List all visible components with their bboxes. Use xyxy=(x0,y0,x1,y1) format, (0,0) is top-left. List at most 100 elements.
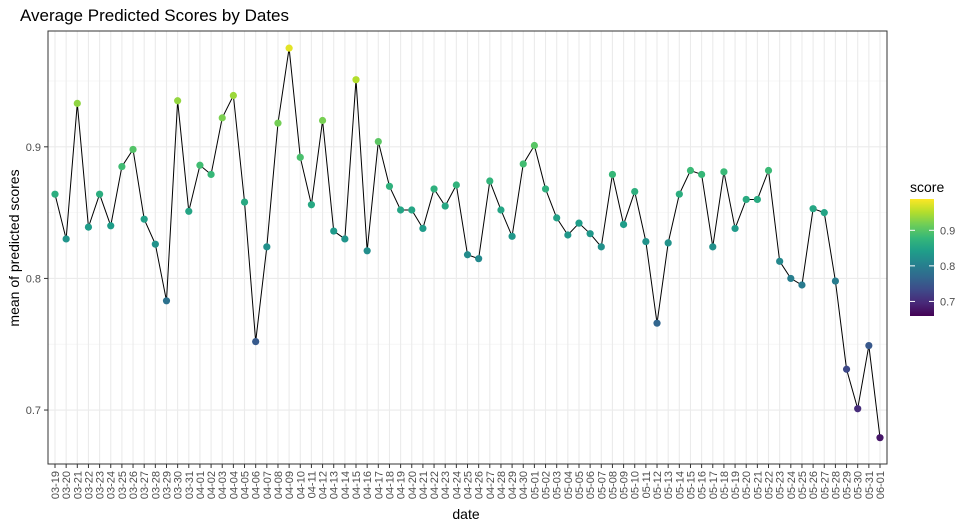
data-point xyxy=(631,187,639,196)
x-tick-label: 05-23 xyxy=(775,471,787,499)
x-tick-label: 04-28 xyxy=(496,471,508,499)
data-point xyxy=(653,319,661,327)
chart-title: Average Predicted Scores by Dates xyxy=(20,6,289,25)
x-tick-label: 04-24 xyxy=(451,471,463,499)
x-tick-label: 04-18 xyxy=(384,471,396,499)
x-tick-label: 05-19 xyxy=(730,471,742,499)
x-tick-label: 03-28 xyxy=(150,471,162,499)
data-point xyxy=(731,224,739,233)
x-tick-label: 06-01 xyxy=(875,471,887,499)
legend-colorbar xyxy=(910,199,934,316)
x-tick-label: 05-25 xyxy=(797,471,809,499)
legend-tick-label: 0.8 xyxy=(940,261,955,273)
data-point xyxy=(419,224,427,233)
data-point xyxy=(341,235,349,243)
data-point xyxy=(486,177,494,185)
data-point xyxy=(162,297,171,305)
x-tick-label: 05-27 xyxy=(819,471,831,499)
data-point xyxy=(452,181,460,189)
data-point xyxy=(207,170,215,179)
x-tick-label: 04-07 xyxy=(262,471,274,499)
data-point xyxy=(541,185,550,193)
x-tick-label: 05-02 xyxy=(541,471,553,499)
x-axis: 03-19 03-20 03-21 03-22 03-23 03-24 03-25 03-26… xyxy=(50,464,887,499)
data-point xyxy=(240,198,249,206)
x-tick-label: 04-13 xyxy=(329,471,341,499)
data-point xyxy=(586,230,594,238)
x-tick-label: 05-01 xyxy=(529,471,541,499)
x-tick-label: 05-20 xyxy=(741,471,753,499)
data-point xyxy=(776,257,784,265)
legend-tick-label: 0.7 xyxy=(940,296,955,308)
data-point xyxy=(107,222,115,230)
x-tick-label: 03-22 xyxy=(83,471,95,499)
x-tick-label: 03-30 xyxy=(173,471,185,499)
data-point xyxy=(876,434,884,442)
data-point xyxy=(698,170,706,179)
x-tick-label: 04-10 xyxy=(295,471,307,499)
x-tick-label: 04-05 xyxy=(240,471,252,499)
data-point xyxy=(575,219,583,227)
x-tick-label: 04-11 xyxy=(306,471,318,498)
x-tick-label: 04-02 xyxy=(206,471,218,499)
y-axis: 0.7 0.8 0.9 xyxy=(26,142,48,417)
x-tick-label: 04-03 xyxy=(217,471,229,499)
data-point xyxy=(664,239,672,247)
x-axis-title: date xyxy=(452,506,479,522)
x-tick-label: 05-31 xyxy=(864,471,876,499)
data-point xyxy=(508,232,516,240)
data-point xyxy=(553,214,561,222)
data-point xyxy=(374,137,382,146)
data-point xyxy=(385,182,394,190)
data-point xyxy=(787,274,795,283)
x-tick-label: 05-21 xyxy=(752,471,764,499)
data-point xyxy=(408,206,416,214)
x-tick-label: 03-20 xyxy=(61,471,73,499)
data-point xyxy=(842,365,851,373)
data-point xyxy=(865,341,873,350)
x-tick-label: 05-18 xyxy=(719,471,731,499)
data-point xyxy=(285,44,293,52)
y-tick-label: 0.9 xyxy=(26,142,41,154)
x-tick-label: 03-24 xyxy=(106,471,118,499)
y-tick-label: 0.7 xyxy=(26,405,41,417)
x-tick-label: 03-21 xyxy=(72,471,84,499)
x-tick-label: 05-03 xyxy=(552,471,564,499)
data-point xyxy=(174,97,182,105)
legend-title: score xyxy=(910,179,944,195)
x-tick-label: 05-12 xyxy=(652,471,664,499)
data-point xyxy=(140,215,148,223)
data-point xyxy=(441,202,449,210)
y-axis-title: mean of predicted scores xyxy=(6,169,22,326)
data-point xyxy=(564,231,572,239)
x-tick-label: 05-16 xyxy=(697,471,709,499)
data-point xyxy=(363,247,371,255)
x-tick-label: 05-22 xyxy=(764,471,776,499)
data-point xyxy=(809,205,817,213)
data-point xyxy=(118,162,126,171)
data-point xyxy=(798,281,806,289)
x-tick-label: 04-04 xyxy=(228,471,240,499)
x-tick-label: 05-08 xyxy=(607,471,619,499)
data-point xyxy=(196,161,204,169)
x-tick-label: 03-19 xyxy=(50,471,62,499)
x-tick-label: 05-28 xyxy=(830,471,842,499)
legend-tick-label: 0.9 xyxy=(940,225,955,237)
data-point xyxy=(218,114,226,122)
x-tick-label: 04-25 xyxy=(463,471,475,499)
x-tick-label: 04-29 xyxy=(507,471,519,499)
data-point xyxy=(185,207,193,215)
data-point xyxy=(274,119,282,127)
series-points xyxy=(51,44,884,442)
x-tick-label: 04-20 xyxy=(407,471,419,499)
x-tick-label: 05-10 xyxy=(630,471,642,499)
data-point xyxy=(597,243,605,251)
x-tick-label: 04-06 xyxy=(251,471,263,499)
data-point xyxy=(820,209,828,217)
data-point xyxy=(854,405,862,413)
data-point xyxy=(742,195,750,204)
data-point xyxy=(51,190,59,198)
data-point xyxy=(497,206,505,214)
data-point xyxy=(475,255,483,263)
x-tick-label: 03-27 xyxy=(139,471,151,499)
